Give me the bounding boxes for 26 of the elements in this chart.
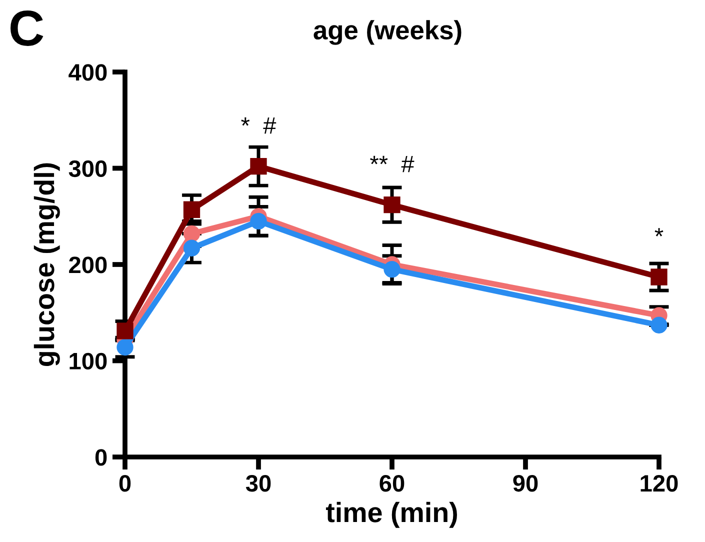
annotation: ** # [370, 156, 414, 172]
y-tick-label: 100 [70, 352, 107, 370]
annotation: * [654, 228, 664, 236]
annotation: * # [241, 117, 276, 134]
y-tick-label: 400 [68, 64, 107, 81]
point [250, 212, 267, 230]
x-tick-label: 30 [246, 474, 271, 492]
x-tick-label: 60 [380, 474, 404, 492]
x-tick-label: 120 [640, 474, 678, 492]
point [183, 225, 200, 242]
point [650, 316, 668, 334]
x-tick-label: 90 [513, 474, 538, 492]
point [384, 196, 400, 214]
point [183, 240, 200, 256]
point [650, 268, 668, 286]
y-tick-label: 0 [95, 449, 107, 466]
chart-title: age (weeks) [314, 20, 462, 45]
point [183, 201, 200, 218]
point [250, 158, 267, 175]
x-axis-title: time (min) [326, 502, 457, 528]
y-axis-title: glucose (mg/dl) [34, 163, 60, 366]
y-tick-label: 300 [68, 160, 107, 178]
point [384, 260, 400, 278]
x-tick-label: 0 [119, 474, 131, 492]
text: C [10, 10, 44, 46]
y-tick-label: 200 [69, 256, 107, 274]
